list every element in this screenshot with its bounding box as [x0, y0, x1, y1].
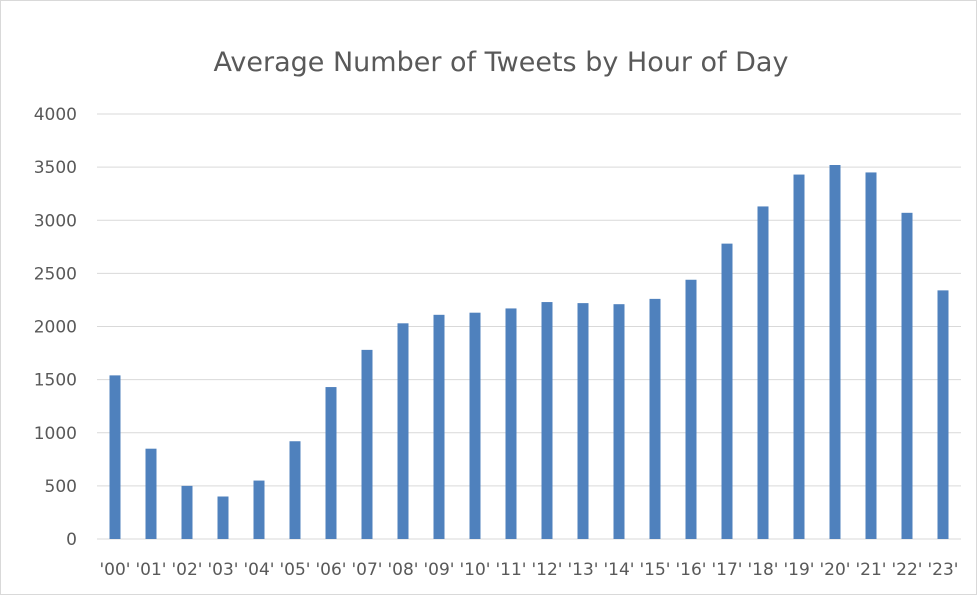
y-tick-label: 3500	[34, 158, 77, 178]
bar	[253, 480, 265, 539]
bar	[793, 174, 805, 539]
y-axis-tick-labels: 0 500 1000 1500 2000 2500 3000 3500 4000	[34, 105, 77, 550]
x-tick-label: '20'	[820, 560, 851, 580]
bar	[757, 206, 769, 539]
x-tick-label: '16'	[676, 560, 707, 580]
x-tick-label: '22'	[892, 560, 923, 580]
bar	[901, 212, 913, 539]
x-tick-label: '02'	[172, 560, 203, 580]
x-tick-label: '08'	[388, 560, 419, 580]
bar	[649, 298, 661, 539]
bar	[505, 308, 517, 539]
y-tick-label: 1000	[34, 424, 77, 444]
bar	[469, 312, 481, 539]
x-tick-label: '14'	[604, 560, 635, 580]
y-tick-label: 4000	[34, 105, 77, 125]
bar	[937, 290, 949, 539]
x-tick-label: '17'	[712, 560, 743, 580]
x-tick-label: '13'	[568, 560, 599, 580]
bar	[541, 302, 553, 539]
x-tick-label: '18'	[748, 560, 779, 580]
x-tick-label: '11'	[496, 560, 527, 580]
x-tick-label: '21'	[856, 560, 887, 580]
bar	[217, 496, 229, 539]
y-tick-label: 2500	[34, 264, 77, 284]
x-tick-label: '19'	[784, 560, 815, 580]
bar	[289, 441, 301, 539]
bar	[613, 304, 625, 539]
x-tick-label: '07'	[352, 560, 383, 580]
x-tick-label: '01'	[136, 560, 167, 580]
bar	[685, 279, 697, 539]
bar	[181, 485, 193, 539]
bar	[865, 172, 877, 539]
x-axis-tick-labels: '00' '01' '02' '03' '04' '05' '06' '07' '08' '09'…	[100, 560, 959, 580]
y-tick-label: 3000	[34, 211, 77, 231]
x-tick-label: '00'	[100, 560, 131, 580]
x-tick-label: '06'	[316, 560, 347, 580]
bar	[361, 349, 373, 539]
chart-title: Average Number of Tweets by Hour of Day	[214, 47, 789, 78]
x-tick-label: '05'	[280, 560, 311, 580]
x-tick-label: '03'	[208, 560, 239, 580]
bars	[109, 165, 949, 539]
x-tick-label: '04'	[244, 560, 275, 580]
bar	[397, 323, 409, 539]
x-tick-label: '10'	[460, 560, 491, 580]
y-tick-label: 2000	[34, 318, 77, 338]
bar	[577, 303, 589, 539]
bar	[109, 375, 121, 539]
bar	[829, 165, 841, 539]
x-tick-label: '23'	[928, 560, 959, 580]
y-tick-label: 0	[66, 530, 77, 550]
x-tick-label: '12'	[532, 560, 563, 580]
x-tick-label: '15'	[640, 560, 671, 580]
x-tick-label: '09'	[424, 560, 455, 580]
gridlines	[97, 113, 961, 540]
bar	[433, 314, 445, 539]
bar	[721, 243, 733, 539]
bar	[145, 448, 157, 539]
y-tick-label: 1500	[34, 371, 77, 391]
bar	[325, 387, 337, 539]
y-tick-label: 500	[45, 477, 77, 497]
